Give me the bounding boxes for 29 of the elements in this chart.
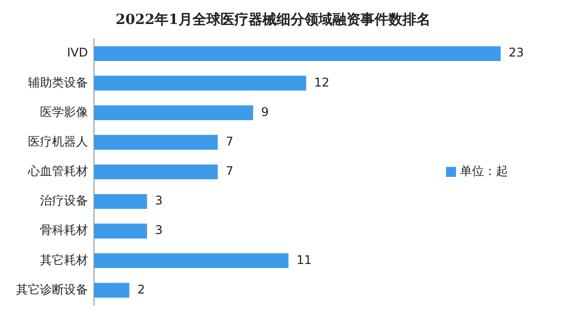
data-label: 2 [137, 282, 145, 296]
bar [94, 224, 148, 238]
bar [94, 282, 130, 298]
data-label: 7 [226, 134, 234, 148]
y-tick-label: IVD [67, 46, 88, 60]
y-tick-label: 辅助类设备 [28, 75, 88, 90]
bar [94, 253, 288, 268]
y-tick-label: 医学影像 [40, 104, 88, 119]
y-tick-label: 治疗设备 [40, 194, 88, 208]
y-tick-label: 其它诊断设备 [16, 282, 88, 296]
bar [94, 134, 218, 150]
chart-title: 2022年1月全球医疗器械细分领域融资事件数排名 [116, 11, 430, 28]
bar [94, 46, 501, 61]
legend-label: 单位：起 [460, 164, 508, 178]
bar [94, 105, 254, 120]
data-label: 3 [155, 194, 163, 208]
bar [94, 194, 148, 209]
y-tick-label: 心血管耗材 [27, 164, 88, 178]
data-label: 7 [226, 164, 234, 178]
y-tick-label: 其它耗材 [40, 252, 88, 267]
bar [94, 164, 218, 180]
bar [94, 76, 306, 91]
data-label: 23 [508, 46, 524, 60]
data-label: 12 [314, 75, 330, 90]
data-label: 11 [296, 252, 312, 267]
data-label: 3 [155, 223, 163, 238]
data-label: 9 [261, 104, 269, 119]
y-tick-label: 医疗机器人 [28, 134, 88, 148]
y-tick-label: 骨科耗材 [40, 223, 88, 238]
